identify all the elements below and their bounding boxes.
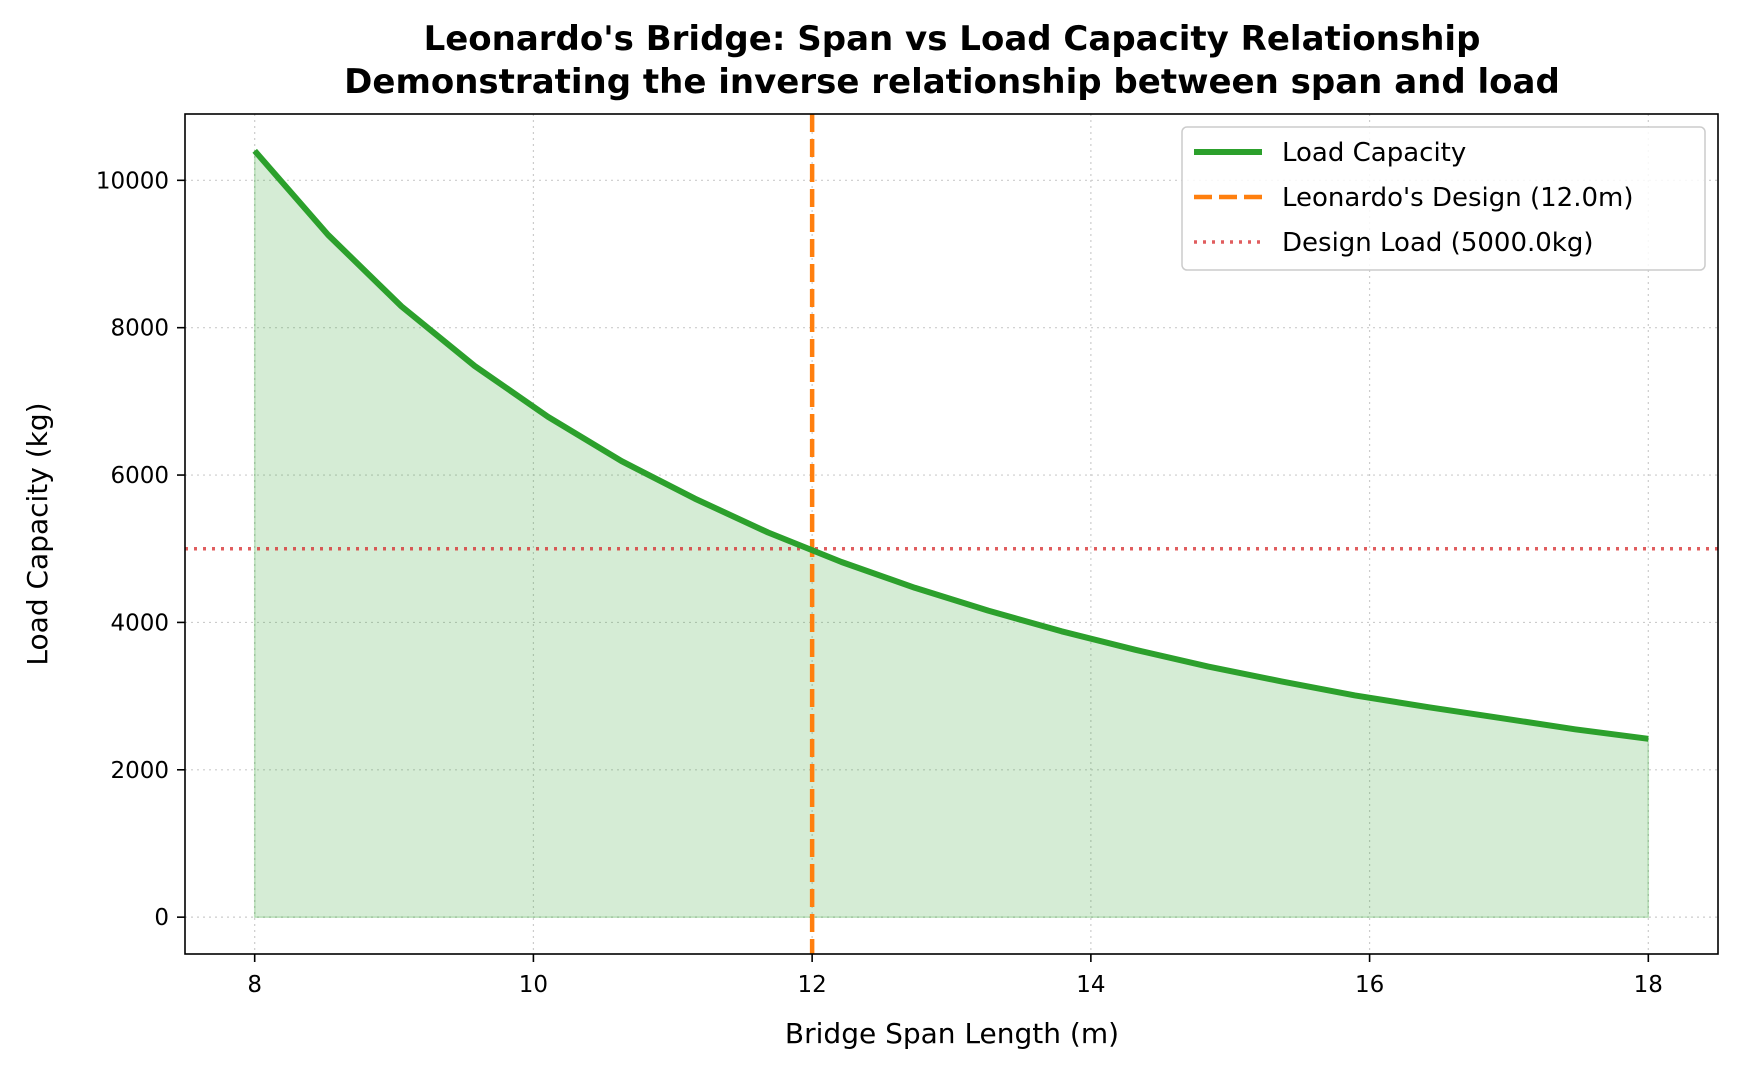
legend-label-leonardo-design: Leonardo's Design (12.0m) xyxy=(1282,183,1633,213)
y-axis-label: Load Capacity (kg) xyxy=(21,402,54,665)
legend-label-design-load: Design Load (5000.0kg) xyxy=(1282,228,1594,258)
y-tick-label: 6000 xyxy=(110,463,169,489)
x-tick-label: 14 xyxy=(1076,972,1105,998)
chart-title: Leonardo's Bridge: Span vs Load Capacity… xyxy=(424,19,1481,59)
y-tick-label: 10000 xyxy=(96,168,169,194)
y-tick-label: 8000 xyxy=(110,316,169,342)
x-tick-label: 8 xyxy=(247,972,262,998)
chart-subtitle: Demonstrating the inverse relationship b… xyxy=(344,62,1560,102)
y-tick-label: 0 xyxy=(154,905,169,931)
x-tick-label: 16 xyxy=(1355,972,1384,998)
x-tick-label: 18 xyxy=(1634,972,1663,998)
x-axis: 8 10 12 14 16 18 xyxy=(247,954,1663,998)
y-tick-label: 2000 xyxy=(110,758,169,784)
legend-box xyxy=(1181,126,1706,271)
x-tick-label: 10 xyxy=(519,972,548,998)
plot-frame xyxy=(184,113,1719,955)
x-tick-label: 12 xyxy=(797,972,826,998)
y-tick-label: 4000 xyxy=(110,610,169,636)
legend-label-load-capacity: Load Capacity xyxy=(1282,138,1466,168)
x-axis-label: Bridge Span Length (m) xyxy=(785,1017,1119,1050)
load-capacity-line xyxy=(252,148,1649,742)
y-axis: 0 2000 4000 6000 8000 10000 xyxy=(96,168,185,931)
legend: Load Capacity Leonardo's Design (12.0m) … xyxy=(1181,126,1706,271)
